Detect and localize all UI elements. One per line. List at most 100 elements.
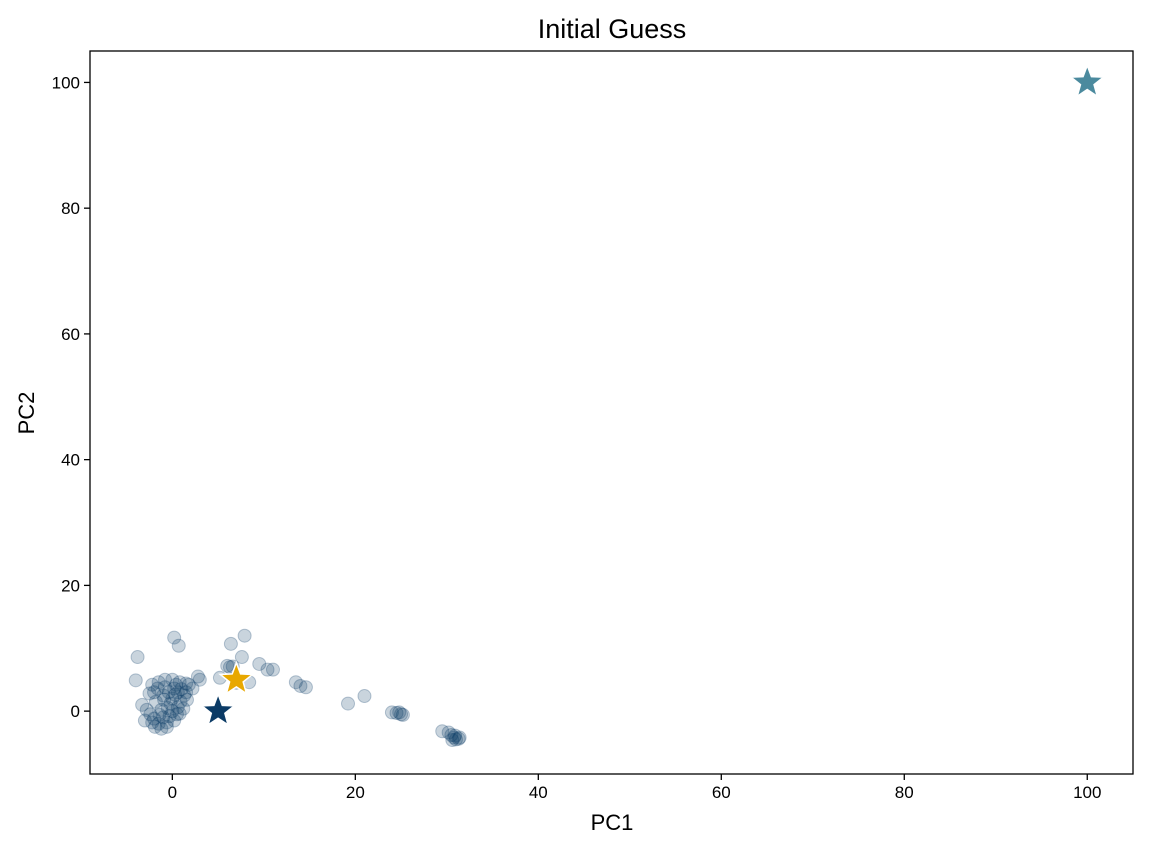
centroid-star-marker bbox=[218, 660, 255, 696]
data-point bbox=[179, 685, 194, 700]
data-point bbox=[451, 731, 466, 746]
data-point bbox=[151, 675, 166, 690]
data-point bbox=[177, 688, 192, 703]
data-point bbox=[128, 673, 143, 688]
data-point bbox=[192, 672, 207, 687]
data-point bbox=[167, 681, 182, 696]
x-tick-label: 0 bbox=[168, 783, 177, 802]
data-point bbox=[265, 662, 280, 677]
data-point bbox=[392, 705, 407, 720]
data-point bbox=[152, 707, 167, 722]
x-tick-label: 80 bbox=[895, 783, 914, 802]
data-point bbox=[181, 677, 196, 692]
x-tick-label: 40 bbox=[529, 783, 548, 802]
data-point bbox=[298, 680, 313, 695]
x-tick-label: 20 bbox=[346, 783, 365, 802]
data-point bbox=[293, 678, 308, 693]
data-point bbox=[158, 680, 173, 695]
data-point bbox=[171, 638, 186, 653]
data-point bbox=[162, 709, 177, 724]
points-layer bbox=[128, 628, 467, 748]
data-point bbox=[147, 685, 162, 700]
y-tick-label: 60 bbox=[61, 325, 80, 344]
data-point bbox=[223, 636, 238, 651]
data-point bbox=[452, 730, 467, 745]
y-tick-label: 20 bbox=[61, 576, 80, 595]
data-point bbox=[176, 701, 191, 716]
data-point bbox=[135, 697, 150, 712]
data-point bbox=[156, 688, 171, 703]
data-point bbox=[165, 691, 180, 706]
data-point bbox=[169, 707, 184, 722]
data-point bbox=[341, 696, 356, 711]
data-point bbox=[163, 696, 178, 711]
chart-title: Initial Guess bbox=[538, 14, 687, 44]
data-point bbox=[435, 724, 450, 739]
data-point bbox=[172, 675, 187, 690]
data-point bbox=[150, 681, 165, 696]
y-tick-label: 0 bbox=[71, 702, 80, 721]
data-point bbox=[234, 650, 249, 665]
data-point bbox=[165, 672, 180, 687]
y-axis-label: PC2 bbox=[14, 392, 39, 435]
data-point bbox=[147, 711, 162, 726]
y-axis-ticks: 0 20 40 60 80 100 bbox=[52, 73, 90, 721]
data-point bbox=[445, 733, 460, 748]
data-point bbox=[167, 630, 182, 645]
centroid-star-marker bbox=[199, 691, 237, 727]
data-point bbox=[169, 677, 183, 692]
centroid-layer bbox=[199, 63, 1106, 727]
data-point bbox=[394, 707, 409, 722]
data-point bbox=[156, 710, 171, 725]
data-point bbox=[252, 656, 267, 671]
data-point bbox=[174, 682, 189, 697]
x-axis-ticks: 0 20 40 60 80 100 bbox=[168, 774, 1101, 802]
data-point bbox=[395, 707, 410, 722]
data-point bbox=[389, 706, 404, 721]
data-point bbox=[168, 687, 183, 702]
data-point bbox=[154, 702, 169, 717]
data-point bbox=[384, 705, 399, 720]
data-point bbox=[190, 669, 205, 684]
data-point bbox=[179, 676, 194, 691]
y-tick-label: 100 bbox=[52, 73, 80, 92]
data-point bbox=[441, 725, 456, 740]
plot-frame bbox=[89, 50, 1134, 775]
data-point bbox=[185, 681, 200, 696]
data-point bbox=[448, 728, 463, 743]
x-tick-label: 60 bbox=[712, 783, 731, 802]
data-point bbox=[159, 715, 174, 730]
data-point bbox=[179, 692, 194, 707]
data-point bbox=[137, 713, 152, 728]
data-point bbox=[158, 672, 173, 687]
data-point bbox=[142, 686, 157, 701]
data-point bbox=[288, 675, 303, 690]
y-tick-label: 80 bbox=[61, 199, 80, 218]
data-point bbox=[130, 650, 145, 665]
data-point bbox=[145, 677, 160, 692]
data-point bbox=[173, 694, 188, 709]
y-tick-label: 40 bbox=[61, 451, 80, 470]
data-point bbox=[165, 704, 180, 719]
data-point bbox=[447, 730, 462, 745]
data-point bbox=[444, 728, 459, 743]
data-point bbox=[167, 713, 182, 728]
data-point bbox=[170, 700, 185, 715]
data-point bbox=[147, 719, 162, 734]
data-point bbox=[172, 706, 187, 721]
data-point bbox=[157, 692, 172, 707]
data-point bbox=[151, 716, 166, 731]
data-point bbox=[357, 689, 372, 704]
data-point bbox=[139, 702, 154, 717]
data-point bbox=[161, 685, 176, 700]
data-point bbox=[143, 707, 158, 722]
data-point bbox=[148, 694, 163, 709]
data-point bbox=[154, 721, 169, 736]
data-point bbox=[448, 732, 463, 747]
data-point bbox=[170, 685, 185, 700]
x-tick-label: 100 bbox=[1073, 783, 1101, 802]
data-point bbox=[159, 719, 174, 734]
data-point bbox=[260, 662, 275, 677]
data-point bbox=[160, 700, 175, 715]
